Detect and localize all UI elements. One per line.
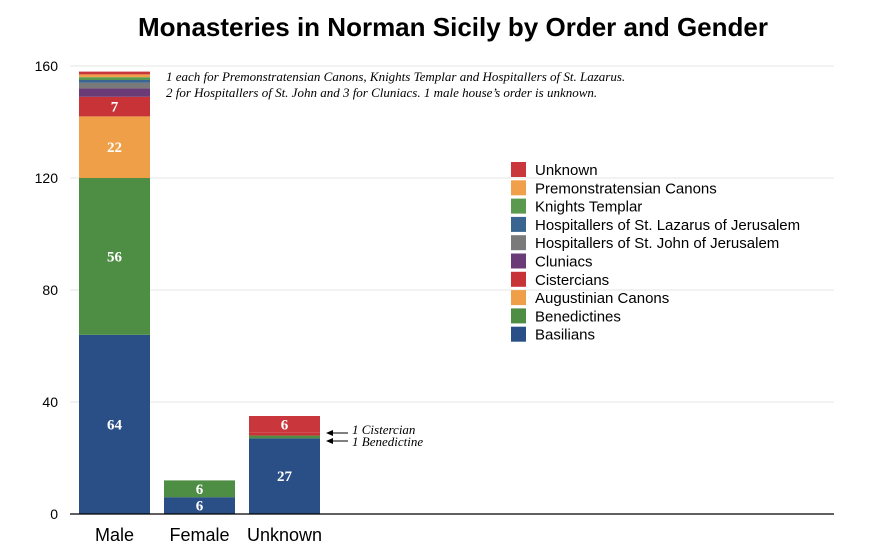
bars	[79, 71, 320, 514]
legend-label: Hospitallers of St. Lazarus of Jerusalem	[535, 217, 800, 234]
legend-swatch	[511, 253, 526, 269]
legend-label: Augustinian Canons	[535, 290, 669, 307]
legend-swatch	[511, 326, 526, 342]
data-label: 56	[107, 249, 123, 265]
bar-segment-male-basilians	[79, 334, 150, 514]
bar-segment-male-premonstratensian-canons	[79, 74, 150, 78]
data-label: 27	[277, 469, 293, 485]
legend-label: Benedictines	[535, 308, 621, 325]
bar-segment-male-unknown	[79, 71, 150, 75]
benedictine-note: 1 Benedictine	[352, 434, 423, 449]
y-tick-label: 80	[42, 282, 58, 298]
cistercian-arrow	[326, 430, 348, 436]
bar-segment-male-cistercians	[79, 96, 150, 117]
legend-label: Knights Templar	[535, 199, 642, 216]
legend-swatch	[511, 308, 526, 324]
bar-segment-unknown-benedictines	[249, 435, 320, 439]
annotations: 1 each for Premonstratensian Canons, Kni…	[166, 69, 625, 449]
y-tick-label: 120	[35, 170, 59, 186]
data-label: 7	[111, 100, 119, 116]
cistercian-note: 1 Cistercian	[352, 422, 415, 437]
bar-segment-male-hospitallers-of-st-john-of-jerusalem	[79, 82, 150, 89]
chart-title: Monasteries in Norman Sicily by Order an…	[138, 12, 768, 42]
bar-segment-male-hospitallers-of-st-lazarus-of-jerusalem	[79, 80, 150, 83]
legend-swatch	[511, 198, 526, 214]
legend-label: Cistercians	[535, 272, 609, 289]
legend-swatch	[511, 235, 526, 251]
bar-segment-male-knights-templar	[79, 77, 150, 80]
top-note-line2: 2 for Hospitallers of St. John and 3 for…	[166, 85, 597, 100]
legend-label: Cluniacs	[535, 254, 593, 271]
y-tick-label: 160	[35, 58, 59, 74]
legend-label: Basilians	[535, 327, 595, 344]
data-label: 22	[107, 140, 122, 156]
bar-segment-female-benedictines	[164, 480, 235, 498]
bar-segment-male-cluniacs	[79, 88, 150, 97]
legend-label: Hospitallers of St. John of Jerusalem	[535, 235, 779, 252]
bar-segment-unknown-cistercians	[249, 432, 320, 436]
legend-label: Unknown	[535, 162, 598, 179]
bar-segment-male-augustinian-canons	[79, 116, 150, 178]
legend-swatch	[511, 216, 526, 232]
bar-segment-female-basilians	[164, 497, 235, 514]
grid	[70, 65, 834, 403]
data-label: 6	[196, 482, 204, 498]
x-tick-label: Female	[169, 525, 229, 545]
legend-swatch	[511, 180, 526, 196]
bar-segment-male-benedictines	[79, 178, 150, 335]
legend-swatch	[511, 271, 526, 287]
y-tick-label: 0	[50, 506, 58, 522]
top-note-line1: 1 each for Premonstratensian Canons, Kni…	[166, 69, 625, 84]
legend-swatch	[511, 162, 526, 177]
legend-swatch	[511, 290, 526, 306]
bar-segment-unknown-unknown	[249, 416, 320, 433]
data-label: 64	[107, 417, 123, 433]
x-tick-label: Male	[95, 525, 134, 545]
data-label: 6	[196, 499, 204, 515]
bar-segment-unknown-basilians	[249, 438, 320, 514]
legend-label: Premonstratensian Canons	[535, 180, 717, 197]
y-tick-label: 40	[42, 394, 58, 410]
axes: 0 40 80 120 160 Male Female Unknown	[35, 58, 834, 545]
benedictine-arrow	[326, 438, 348, 444]
x-tick-label: Unknown	[247, 525, 322, 545]
data-label: 6	[281, 417, 289, 433]
